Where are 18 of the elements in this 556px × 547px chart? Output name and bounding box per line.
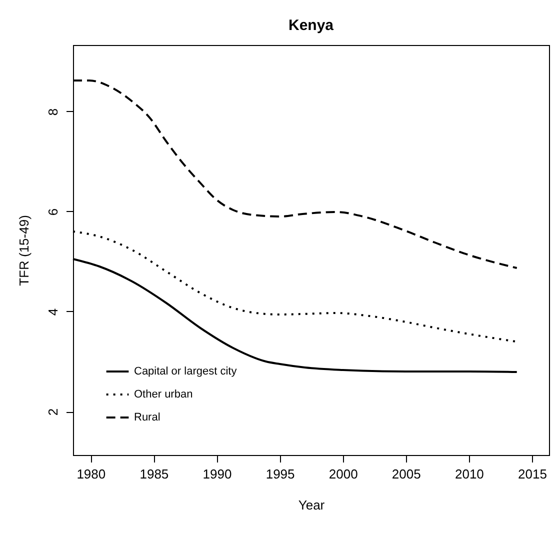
x-tick-label: 1990 xyxy=(202,466,232,482)
y-axis-title: TFR (15-49) xyxy=(16,215,32,286)
x-axis-title: Year xyxy=(298,498,326,512)
y-tick-label: 8 xyxy=(46,108,60,116)
y-tick-label: 4 xyxy=(46,308,60,316)
x-tick-label: 2010 xyxy=(454,466,484,482)
x-tick-label: 2005 xyxy=(392,466,421,482)
legend-label: Capital or largest city xyxy=(134,366,238,378)
legend-label: Rural xyxy=(134,412,160,424)
x-tick-label: 1995 xyxy=(266,466,295,482)
x-tick-label: 2015 xyxy=(518,466,547,482)
x-tick-label: 2000 xyxy=(328,466,358,482)
chart-title: Kenya xyxy=(288,17,334,34)
legend-label: Other urban xyxy=(134,388,193,400)
x-tick-label: 1985 xyxy=(140,466,169,482)
y-tick-label: 6 xyxy=(46,208,60,216)
x-tick-label: 1980 xyxy=(76,466,106,482)
y-tick-label: 2 xyxy=(46,408,60,416)
